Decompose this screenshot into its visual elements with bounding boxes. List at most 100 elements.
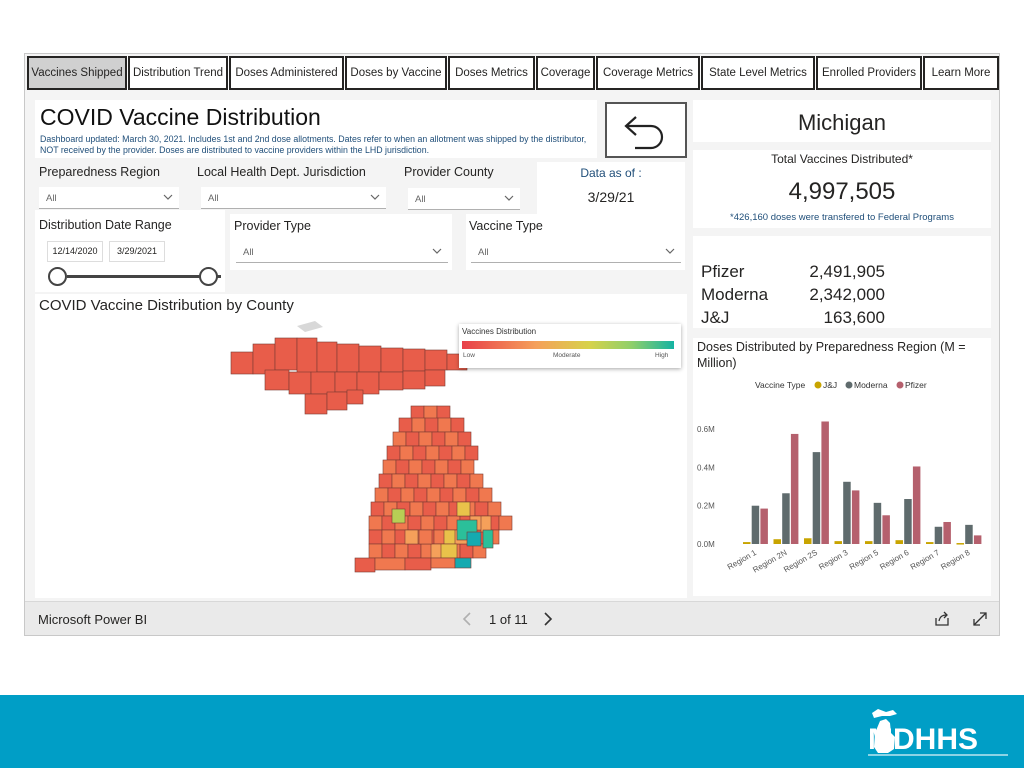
bar-jj[interactable] bbox=[956, 543, 965, 545]
county-region[interactable] bbox=[424, 349, 448, 371]
county-region[interactable] bbox=[310, 371, 336, 395]
county-region[interactable] bbox=[430, 473, 445, 489]
county-region[interactable] bbox=[412, 445, 427, 461]
chevron-left-icon[interactable] bbox=[460, 611, 474, 627]
county-region[interactable] bbox=[354, 557, 376, 573]
county-region[interactable] bbox=[404, 557, 432, 571]
tab-vaccines-shipped[interactable]: Vaccines Shipped bbox=[27, 56, 127, 90]
county-region[interactable] bbox=[447, 459, 462, 475]
county-region[interactable] bbox=[398, 417, 413, 433]
county-region[interactable] bbox=[395, 459, 410, 475]
county-region[interactable] bbox=[487, 501, 502, 517]
county-region[interactable] bbox=[420, 515, 435, 531]
county-region[interactable] bbox=[409, 501, 424, 517]
county-region[interactable] bbox=[334, 371, 358, 393]
county-region[interactable] bbox=[451, 445, 466, 461]
county-region[interactable] bbox=[407, 543, 422, 559]
county-region[interactable] bbox=[435, 501, 450, 517]
legend-entry[interactable]: Moderna bbox=[854, 380, 888, 390]
county-region[interactable] bbox=[426, 487, 441, 503]
bar-pfizer[interactable] bbox=[851, 490, 860, 544]
county-region[interactable] bbox=[439, 487, 454, 503]
county-region[interactable] bbox=[425, 445, 440, 461]
expand-icon[interactable] bbox=[971, 610, 989, 628]
bar-jj[interactable] bbox=[926, 542, 934, 544]
county-region[interactable] bbox=[444, 431, 459, 447]
bar-jj[interactable] bbox=[895, 540, 904, 544]
county-region[interactable] bbox=[424, 369, 446, 387]
tab-coverage[interactable]: Coverage bbox=[536, 56, 595, 90]
county-region[interactable] bbox=[411, 417, 426, 433]
bar-jj[interactable] bbox=[743, 542, 751, 544]
county-region[interactable] bbox=[402, 370, 426, 390]
county-region[interactable] bbox=[378, 473, 393, 489]
county-region[interactable] bbox=[394, 543, 409, 559]
county-region[interactable] bbox=[498, 515, 513, 531]
bar-pfizer[interactable] bbox=[821, 421, 829, 544]
county-region[interactable] bbox=[404, 529, 419, 545]
bar-moderna[interactable] bbox=[812, 452, 821, 544]
county-region[interactable] bbox=[378, 371, 404, 391]
county-region[interactable] bbox=[465, 487, 480, 503]
county-region[interactable] bbox=[392, 431, 407, 447]
county-region[interactable] bbox=[346, 389, 364, 405]
county-region[interactable] bbox=[469, 473, 484, 489]
county-region[interactable] bbox=[304, 393, 328, 415]
tab-doses-metrics[interactable]: Doses Metrics bbox=[448, 56, 535, 90]
bar-moderna[interactable] bbox=[904, 499, 912, 544]
county-region[interactable] bbox=[474, 501, 489, 517]
county-region[interactable] bbox=[374, 557, 406, 571]
county-region[interactable] bbox=[418, 529, 433, 545]
county-region[interactable] bbox=[404, 473, 419, 489]
county-region[interactable] bbox=[274, 337, 298, 371]
county-region[interactable] bbox=[402, 348, 426, 372]
bar-jj[interactable] bbox=[773, 539, 782, 544]
county-region[interactable] bbox=[296, 337, 318, 375]
county-region[interactable] bbox=[381, 529, 396, 545]
bar-moderna[interactable] bbox=[751, 505, 760, 544]
county-region[interactable] bbox=[368, 515, 383, 531]
county-region[interactable] bbox=[450, 417, 465, 433]
county-region[interactable] bbox=[454, 557, 472, 569]
tab-distribution-trend[interactable]: Distribution Trend bbox=[128, 56, 228, 90]
bar-pfizer[interactable] bbox=[912, 466, 921, 544]
county-region[interactable] bbox=[431, 431, 446, 447]
share-icon[interactable] bbox=[933, 610, 951, 628]
county-region[interactable] bbox=[433, 515, 448, 531]
county-region[interactable] bbox=[264, 369, 290, 391]
county-region[interactable] bbox=[358, 345, 382, 373]
county-region[interactable] bbox=[443, 473, 458, 489]
provider-type-dropdown[interactable]: All bbox=[236, 241, 448, 263]
bar-moderna[interactable] bbox=[782, 493, 790, 544]
county-region[interactable] bbox=[316, 341, 338, 373]
county-region[interactable] bbox=[464, 445, 479, 461]
county-region[interactable] bbox=[399, 445, 414, 461]
legend-entry[interactable]: J&J bbox=[823, 380, 837, 390]
county-region[interactable] bbox=[252, 343, 276, 375]
legend-entry[interactable]: Pfizer bbox=[905, 380, 927, 390]
bar-pfizer[interactable] bbox=[760, 508, 768, 544]
county-region[interactable] bbox=[386, 445, 401, 461]
lhd-jurisdiction-dropdown[interactable]: All bbox=[201, 187, 386, 209]
county-region[interactable] bbox=[408, 459, 423, 475]
tab-enrolled-providers[interactable]: Enrolled Providers bbox=[816, 56, 922, 90]
county-region[interactable] bbox=[478, 487, 493, 503]
county-region[interactable] bbox=[482, 529, 494, 549]
county-region[interactable] bbox=[437, 417, 452, 433]
chevron-right-icon[interactable] bbox=[541, 611, 555, 627]
county-region[interactable] bbox=[460, 459, 475, 475]
bar-jj[interactable] bbox=[865, 541, 873, 544]
county-region[interactable] bbox=[424, 417, 439, 433]
county-region[interactable] bbox=[387, 487, 402, 503]
start-date-input[interactable]: 12/14/2020 bbox=[47, 241, 103, 262]
county-region[interactable] bbox=[466, 531, 482, 547]
bar-pfizer[interactable] bbox=[790, 433, 799, 544]
michigan-county-map[interactable] bbox=[35, 294, 687, 598]
county-region[interactable] bbox=[456, 473, 471, 489]
bar-pfizer[interactable] bbox=[943, 521, 951, 544]
county-isle-royale[interactable] bbox=[297, 321, 323, 332]
bar-moderna[interactable] bbox=[843, 481, 851, 544]
county-region[interactable] bbox=[452, 487, 467, 503]
tab-learn-more[interactable]: Learn More bbox=[923, 56, 999, 90]
region-bar-chart[interactable]: Vaccine Type J&J Moderna Pfizer 0.0M 0.2M 0.4M… bbox=[693, 374, 991, 596]
